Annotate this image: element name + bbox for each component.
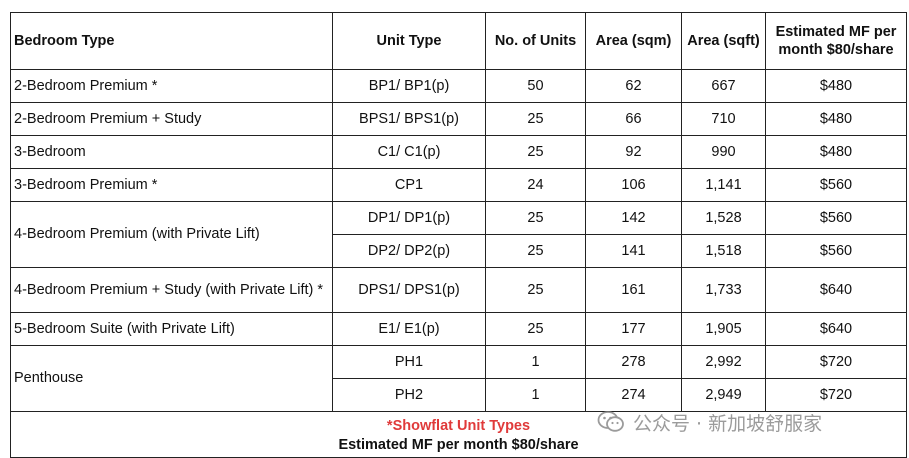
watermark: 公众号 · 新加坡舒服家 [597, 407, 822, 437]
cell-area-sqft: 710 [681, 102, 766, 136]
table-row: 2-Bedroom Premium + Study BPS1/ BPS1(p) … [10, 102, 907, 136]
cell-mf: $480 [765, 135, 907, 169]
cell-area-sqm: 141 [585, 234, 682, 268]
cell-unit-type: DPS1/ DPS1(p) [332, 267, 486, 313]
cell-unit-type: DP2/ DP2(p) [332, 234, 486, 268]
cell-mf: $720 [765, 345, 907, 379]
cell-area-sqm: 62 [585, 69, 682, 103]
maintenance-fee-table: Bedroom Type Unit Type No. of Units Area… [10, 12, 907, 458]
cell-unit-type: DP1/ DP1(p) [332, 201, 486, 235]
cell-mf: $640 [765, 267, 907, 313]
table-row: Penthouse PH1 1 278 2,992 $720 [10, 345, 907, 412]
cell-unit-type: C1/ C1(p) [332, 135, 486, 169]
table-row: PH2 1 274 2,949 $720 [11, 378, 907, 412]
cell-units: 1 [485, 378, 586, 412]
cell-area-sqft: 990 [681, 135, 766, 169]
cell-bedroom-type: 4-Bedroom Premium (with Private Lift) [10, 201, 333, 268]
cell-bedroom-type: Penthouse [10, 345, 333, 412]
cell-unit-type: CP1 [332, 168, 486, 202]
cell-area-sqft: 1,733 [681, 267, 766, 313]
cell-unit-type: BP1/ BP1(p) [332, 69, 486, 103]
cell-bedroom-type: 5-Bedroom Suite (with Private Lift) [10, 312, 333, 346]
header-bedroom-type: Bedroom Type [10, 12, 333, 70]
cell-bedroom-type: 2-Bedroom Premium + Study [10, 102, 333, 136]
table-row: 3-Bedroom C1/ C1(p) 25 92 990 $480 [10, 135, 907, 169]
cell-area-sqft: 2,992 [681, 345, 766, 379]
mf-summary: Estimated MF per month $80/share [338, 437, 579, 453]
cell-units: 25 [485, 312, 586, 346]
cell-area-sqm: 274 [585, 378, 682, 412]
cell-mf: $640 [765, 312, 907, 346]
cell-bedroom-type: 2-Bedroom Premium * [10, 69, 333, 103]
cell-area-sqm: 142 [585, 201, 682, 235]
cell-units: 25 [485, 234, 586, 268]
cell-units: 1 [485, 345, 586, 379]
table-row: 5-Bedroom Suite (with Private Lift) E1/ … [10, 312, 907, 346]
table-row: DP2/ DP2(p) 25 141 1,518 $560 [11, 234, 907, 268]
cell-mf: $560 [765, 234, 907, 268]
cell-area-sqm: 66 [585, 102, 682, 136]
header-no-of-units: No. of Units [485, 12, 586, 70]
table-header-row: Bedroom Type Unit Type No. of Units Area… [10, 12, 907, 70]
header-area-sqm: Area (sqm) [585, 12, 682, 70]
table-row: 2-Bedroom Premium * BP1/ BP1(p) 50 62 66… [10, 69, 907, 103]
cell-units: 25 [485, 102, 586, 136]
cell-unit-type: BPS1/ BPS1(p) [332, 102, 486, 136]
cell-area-sqft: 1,528 [681, 201, 766, 235]
header-estimated-mf: Estimated MF per month $80/share [765, 12, 907, 70]
cell-area-sqm: 278 [585, 345, 682, 379]
table-row: 4-Bedroom Premium (with Private Lift) DP… [10, 201, 907, 268]
cell-area-sqft: 1,518 [681, 234, 766, 268]
cell-area-sqm: 106 [585, 168, 682, 202]
wechat-icon [597, 410, 625, 434]
cell-mf: $480 [765, 69, 907, 103]
cell-units: 24 [485, 168, 586, 202]
cell-area-sqm: 161 [585, 267, 682, 313]
cell-area-sqm: 92 [585, 135, 682, 169]
cell-mf: $560 [765, 201, 907, 235]
header-area-sqft: Area (sqft) [681, 12, 766, 70]
cell-mf: $480 [765, 102, 907, 136]
cell-mf: $560 [765, 168, 907, 202]
cell-area-sqm: 177 [585, 312, 682, 346]
watermark-text: 公众号 · 新加坡舒服家 [633, 412, 823, 435]
cell-area-sqft: 1,905 [681, 312, 766, 346]
cell-bedroom-type: 4-Bedroom Premium + Study (with Private … [10, 267, 333, 313]
cell-bedroom-type: 3-Bedroom Premium * [10, 168, 333, 202]
cell-units: 50 [485, 69, 586, 103]
header-unit-type: Unit Type [332, 12, 486, 70]
cell-unit-type: PH2 [332, 378, 486, 412]
cell-unit-type: PH1 [332, 345, 486, 379]
table-row: 3-Bedroom Premium * CP1 24 106 1,141 $56… [10, 168, 907, 202]
cell-units: 25 [485, 201, 586, 235]
table-row: 4-Bedroom Premium + Study (with Private … [10, 267, 907, 313]
cell-units: 25 [485, 135, 586, 169]
cell-bedroom-type: 3-Bedroom [10, 135, 333, 169]
cell-unit-type: E1/ E1(p) [332, 312, 486, 346]
cell-area-sqft: 1,141 [681, 168, 766, 202]
cell-units: 25 [485, 267, 586, 313]
cell-area-sqft: 667 [681, 69, 766, 103]
showflat-note: *Showflat Unit Types [386, 418, 531, 434]
